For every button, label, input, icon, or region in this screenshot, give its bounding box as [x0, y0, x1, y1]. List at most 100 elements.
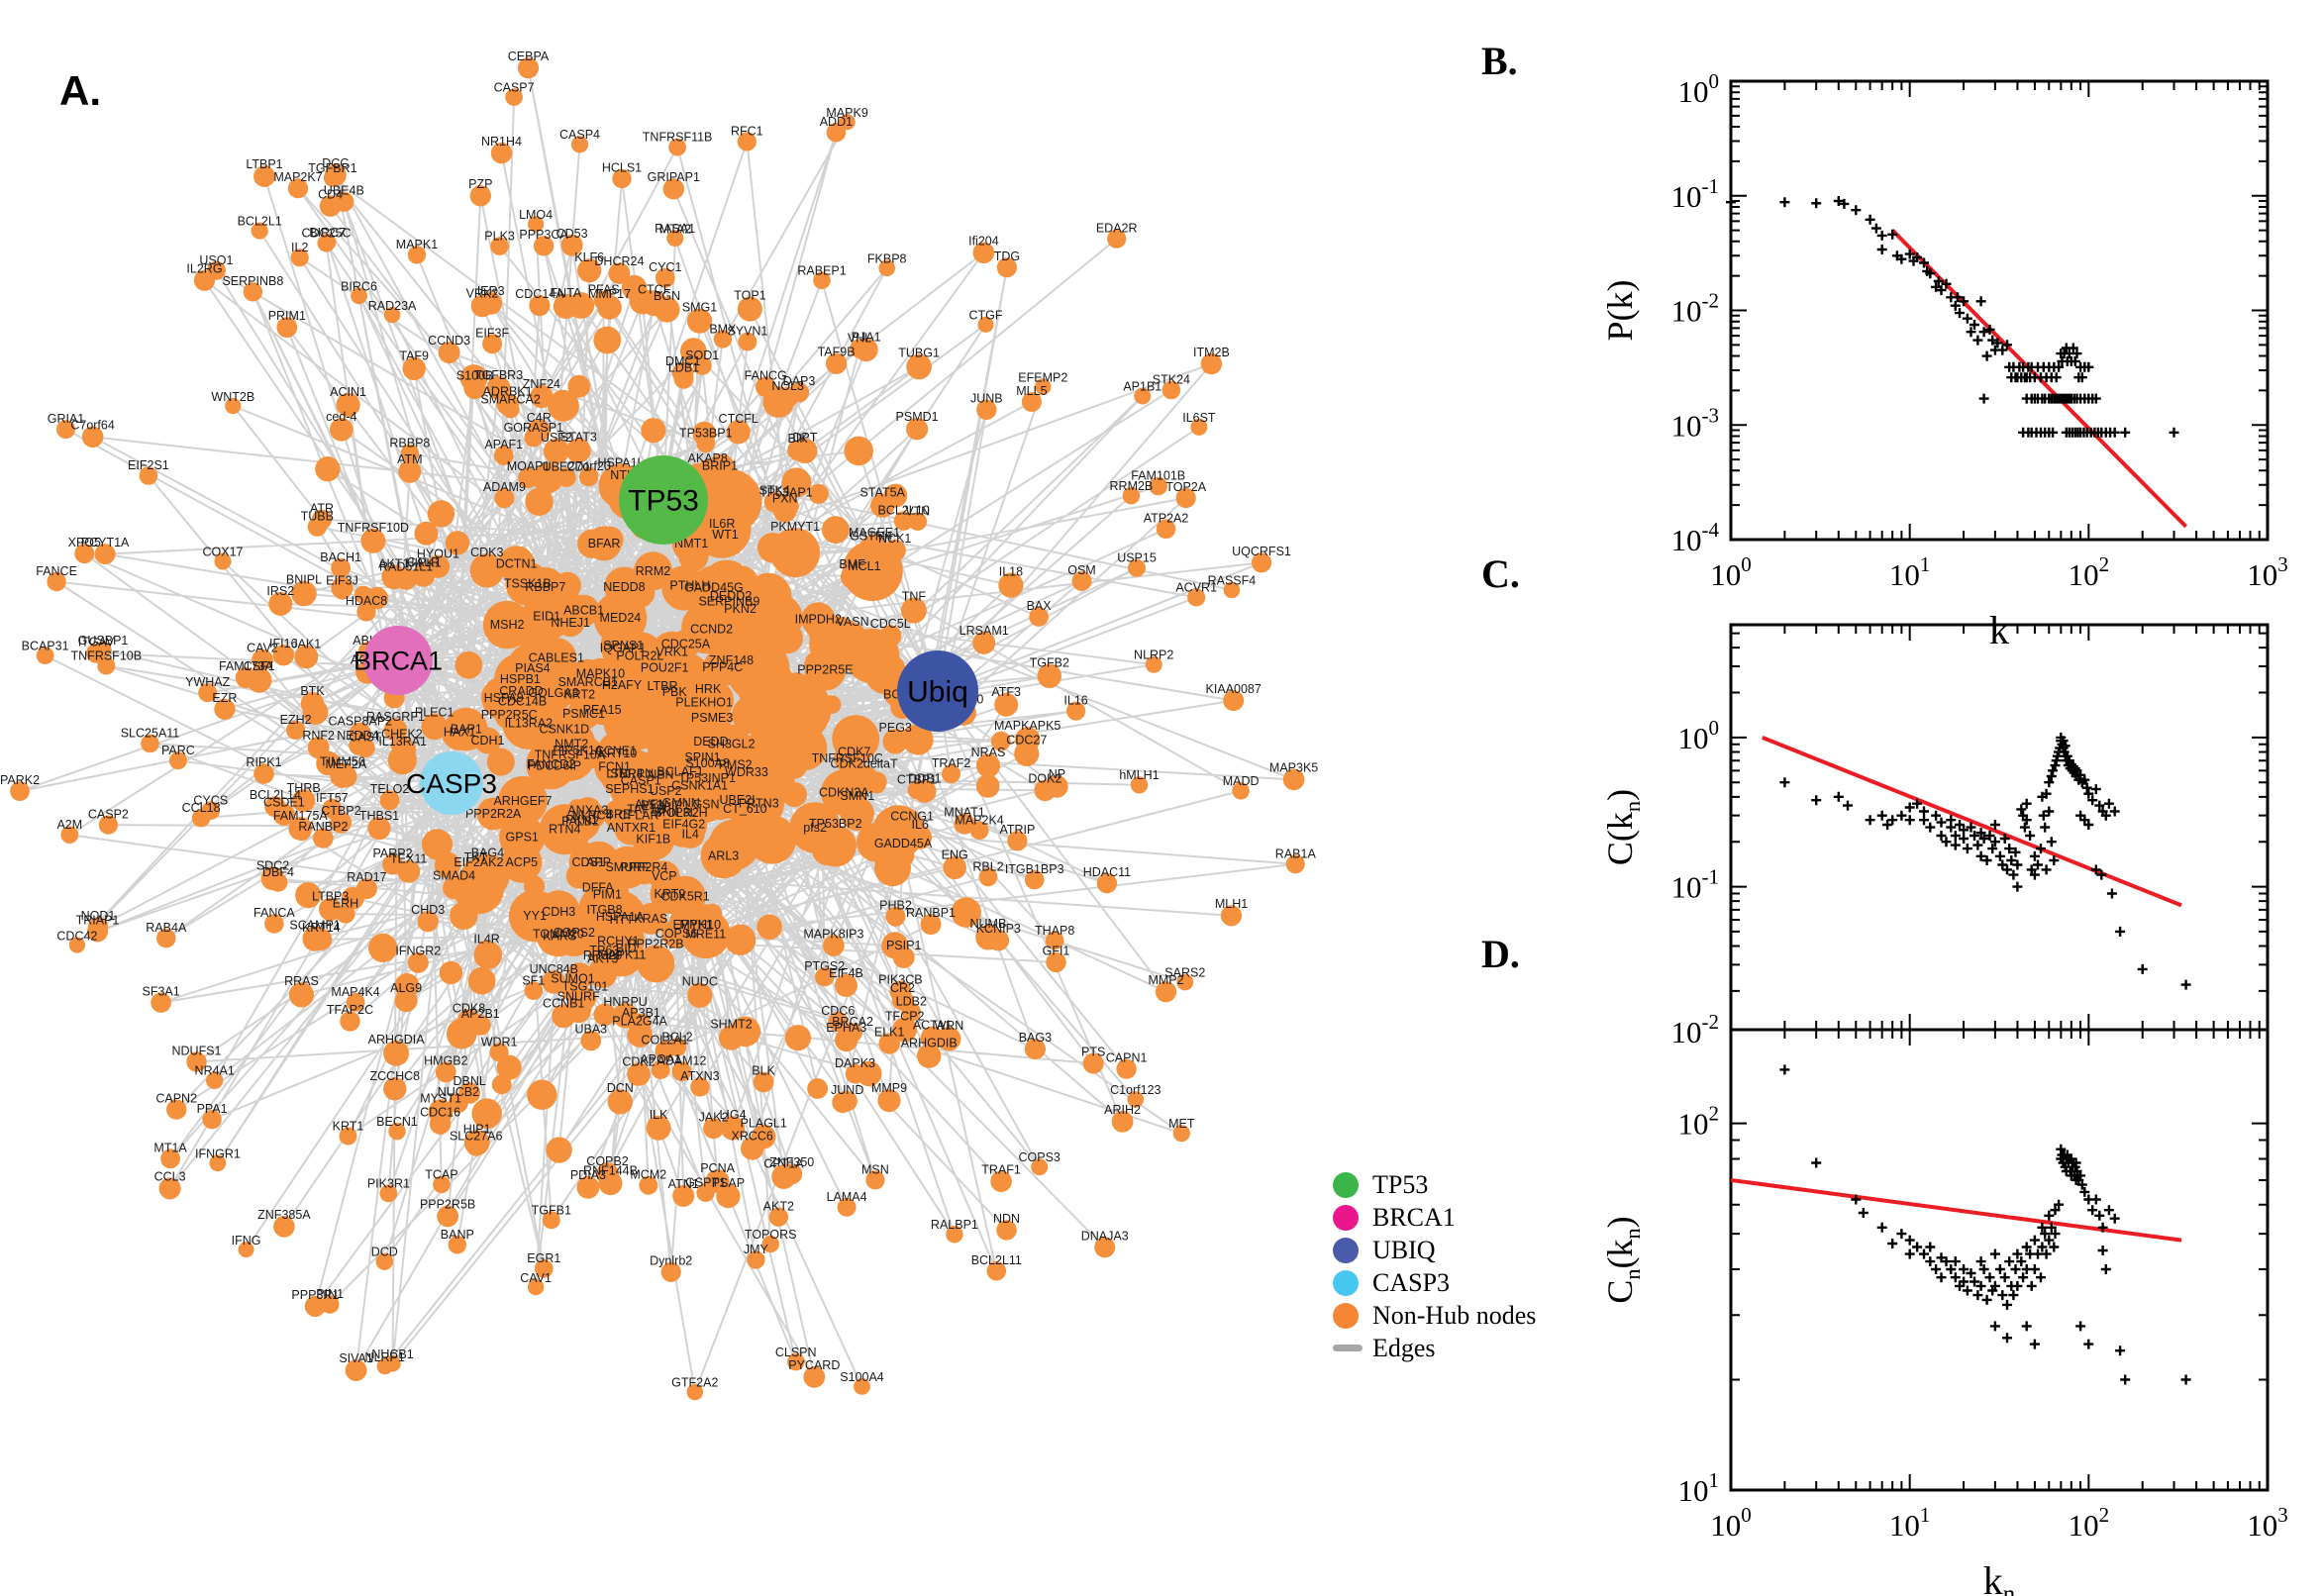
network-node-label: AVEN: [635, 798, 667, 812]
network-node-label: MAPK8IP3: [803, 927, 863, 941]
network-node-label: NRAS: [971, 746, 1006, 759]
network-node-label: MTA2: [659, 222, 691, 236]
network-node-label: AP1B1: [1123, 380, 1162, 394]
network-node-label: PLK3: [484, 229, 515, 243]
tick-label: 103: [2247, 1503, 2288, 1543]
hub-node-ubiq: [897, 650, 978, 732]
network-node-label: RAB4A: [146, 921, 187, 935]
hub-node-casp3: [420, 751, 483, 815]
network-node-label: KRT14: [302, 921, 341, 935]
network-node-label: CTGF: [968, 309, 1002, 323]
network-node-label: IL6R: [709, 517, 735, 531]
network-node-label: MMP2: [1148, 973, 1183, 987]
network-node-label: CASP1: [621, 773, 661, 787]
network-node-label: RRM2: [636, 564, 670, 578]
network-node-label: PLA2G4A: [612, 1014, 667, 1028]
network-node-label: CDC25A: [661, 638, 711, 651]
network-node-label: CDK7: [838, 746, 870, 759]
network-node-label: TKT: [464, 850, 488, 864]
network-node-label: BANP: [441, 1228, 474, 1242]
network-node-label: ATN1: [668, 1177, 699, 1191]
network-node-label: PKMYT1: [770, 520, 820, 534]
network-node-label: THBS1: [359, 809, 399, 823]
panel-label-d: D.: [1481, 932, 1520, 976]
network-node-label: HYOU1: [417, 548, 459, 561]
network-node-label: SIVA1: [339, 1351, 373, 1365]
network-node-label: DBF4: [262, 865, 294, 879]
network-node-label: JUND: [831, 1083, 863, 1097]
network-node-label: PTGS2: [804, 959, 845, 973]
network-node-label: ITGB8: [586, 903, 622, 917]
network-node-label: GUSBP1: [78, 634, 129, 648]
network-node-label: HSPA9: [484, 691, 524, 705]
network-node-label: MED24: [600, 611, 642, 625]
network-node-label: RAD23A: [368, 299, 417, 313]
plot-frame: [1729, 79, 2270, 542]
network-node-labels: ZNF24C7orf64USF2MCM2BCCIPCDK3CCNB1WDR33P…: [0, 50, 1318, 1390]
network-node-label: TFAP2C: [327, 1003, 373, 1017]
network-node-label: GADD45A: [874, 837, 933, 850]
network-node-label: NLRP1: [365, 1350, 405, 1364]
network-node-label: HMGB2: [424, 1054, 468, 1068]
network-node-label: PBK: [662, 685, 688, 699]
network-node-label: CHEK2: [381, 728, 423, 742]
network-node-label: RALBP1: [931, 1218, 978, 1232]
network-node-label: SEPHS1: [605, 782, 654, 796]
network-node-label: MMP17: [588, 287, 631, 301]
network-node-label: XPO5: [68, 536, 101, 549]
network-node-label: SH3GL2: [708, 738, 756, 751]
network-node-label: ADD1: [820, 115, 853, 129]
network-node-label: CDK2: [622, 1054, 655, 1068]
network-node-label: GORASP1: [504, 421, 563, 435]
network-node-label: FANCD2: [527, 757, 575, 771]
network-node-label: hMLH1: [1119, 768, 1159, 782]
legend-node-swatch: [1333, 1204, 1359, 1231]
network-node-label: CAST: [349, 731, 382, 745]
network-node-label: FNTA: [551, 286, 582, 300]
network-node-label: MAPK9: [826, 106, 867, 120]
legend-item-3: CASP3: [1333, 1266, 1570, 1299]
network-node-label: C4R: [527, 411, 552, 425]
network-node-label: TAF9: [399, 349, 429, 363]
network-node-label: MAGEE1: [849, 526, 900, 540]
network-node-label: SNRPN: [610, 767, 654, 781]
network-node-label: SMG1: [682, 301, 717, 315]
network-node-label: PSAP: [712, 1176, 745, 1190]
network-node-label: PALB2: [561, 814, 599, 828]
network-node-label: WRN: [934, 1019, 963, 1033]
network-node-label: WDR1: [481, 1035, 518, 1048]
network-node-label: HSPA1L: [597, 455, 644, 469]
network-node-label: PPP2R2A: [465, 807, 522, 821]
legend-node-swatch: [1333, 1302, 1359, 1329]
tick-label: 102: [1678, 1102, 1720, 1142]
network-node-label: CASP7: [494, 80, 535, 94]
network-node-label: DBNL: [454, 1074, 486, 1088]
network-node-label: DMC1: [665, 354, 700, 368]
network-node-label: PZP: [468, 177, 492, 191]
network-node-label: IL6: [912, 818, 929, 832]
network-node-label: CASP4: [559, 128, 600, 142]
network-node-label: LTBR: [647, 679, 677, 693]
network-node-label: THRB: [287, 781, 321, 795]
network-node-label: ADAM9: [483, 480, 526, 494]
network-node-label: ARIH2: [1104, 1103, 1141, 1117]
network-node-label: SLC25A11: [121, 727, 180, 741]
network-node-label: ACTA1: [913, 1018, 952, 1032]
network-node-label: ITGAV: [78, 636, 115, 649]
network-node-label: S100A4: [840, 1370, 884, 1384]
network-node-label: CABLES1: [529, 651, 584, 665]
network-node-label: ACVR1: [1175, 580, 1217, 594]
network-panel: ZNF24C7orf64USF2MCM2BCCIPCDK3CCNB1WDR33P…: [0, 50, 1318, 1401]
network-node-label: TNF: [902, 590, 927, 604]
network-node-label: KRT10: [599, 747, 638, 760]
network-node-label: NHEJ1: [551, 616, 590, 630]
network-node-label: Dynlrb2: [650, 1254, 692, 1268]
network-node-label: RNF144B: [583, 1163, 638, 1177]
network-node-label: ARHGDIB: [901, 1036, 958, 1049]
network-node-label: EIF2S1: [128, 458, 169, 472]
network-node-label: KARS: [543, 929, 576, 943]
network-node-label: ACIN1: [330, 385, 366, 399]
tick-label: 10-4: [1671, 518, 1720, 557]
network-node-label: AKT3: [587, 952, 618, 966]
network-node-label: CDC25C: [301, 227, 351, 241]
